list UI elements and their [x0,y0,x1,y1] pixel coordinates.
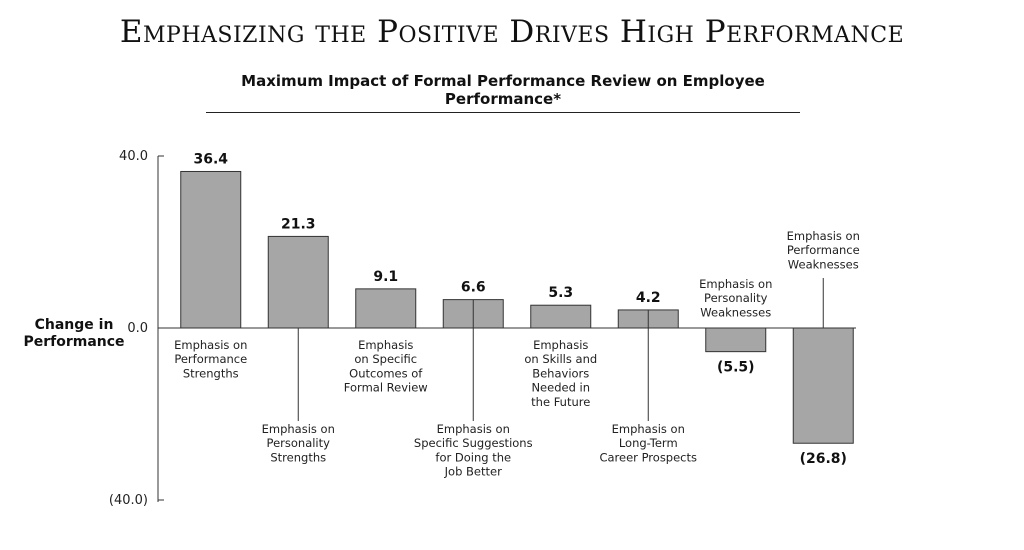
bar [792,327,854,444]
category-label: Emphasis on Personality Weaknesses [699,277,772,319]
y-tick-label: 40.0 [119,149,148,164]
value-label: 5.3 [548,285,573,301]
category-label: Emphasis on Specific Suggestions for Doing… [414,422,533,479]
bar [530,304,592,329]
labels: 36.4 Emphasis on Performance Strengths 21.3 E… [174,151,860,478]
y-tick-label: (40.0) [109,493,148,508]
bar [355,288,417,329]
value-label: 6.6 [461,280,486,296]
category-label: Emphasis on Performance Strengths [174,338,247,380]
bar [267,235,329,329]
value-label: 21.3 [281,216,316,232]
category-label: Emphasis on Personality Strengths [262,422,335,464]
value-label: 4.2 [636,290,661,306]
bar [180,170,242,329]
bar [705,327,767,353]
y-tick-label: 0.0 [127,321,148,336]
category-label: Emphasis on Skills and Behaviors Needed in t… [524,338,597,409]
chart-subtitle: Maximum Impact of Formal Performance Rev… [206,72,800,113]
value-label: (5.5) [717,360,755,376]
chart-title: Emphasizing the Positive Drives High Per… [119,14,905,50]
value-label: 36.4 [193,151,228,167]
y-axis-label: Change in Performance [23,317,124,350]
bars [180,170,854,444]
value-label: (26.8) [800,451,847,467]
category-label: Emphasis on Performance Weaknesses [787,229,860,271]
value-label: 9.1 [373,269,398,285]
category-label: Emphasis on Long-Term Career Prospects [599,422,697,464]
category-label: Emphasis on Specific Outcomes of Formal Rev… [344,338,428,395]
